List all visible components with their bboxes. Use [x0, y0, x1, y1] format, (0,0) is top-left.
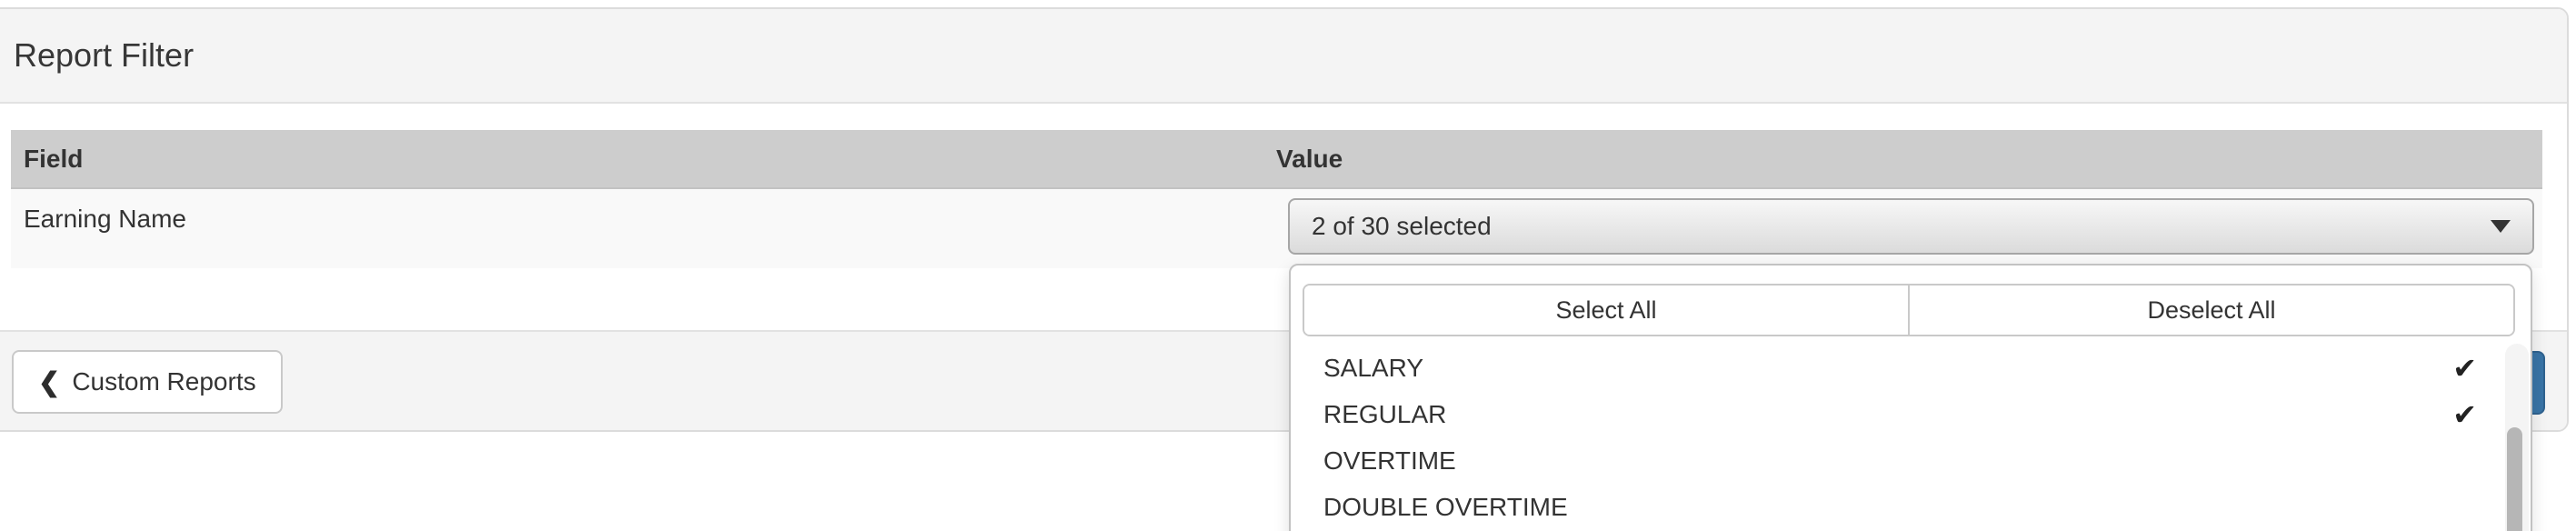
earning-multiselect-dropdown: Select All Deselect All SALARY ✔ REGULAR ✔ O…: [1289, 264, 2532, 531]
earning-multiselect-toggle[interactable]: 2 of 30 selected: [1288, 198, 2534, 255]
option-row[interactable]: DOUBLE OVERTIME: [1291, 484, 2503, 530]
multiselect-selected-summary: 2 of 30 selected: [1312, 212, 1492, 240]
dropdown-scrollbar-thumb[interactable]: [2507, 427, 2522, 531]
select-all-button[interactable]: Select All: [1304, 286, 1910, 335]
caret-down-icon: [2491, 220, 2511, 233]
option-row[interactable]: SALARY ✔: [1291, 345, 2503, 391]
column-header-field: Field: [24, 144, 84, 173]
option-row[interactable]: OVERTIME: [1291, 437, 2503, 484]
select-all-label: Select All: [1555, 296, 1657, 324]
option-label: DOUBLE OVERTIME: [1323, 492, 1568, 521]
option-label: REGULAR: [1323, 399, 1447, 428]
column-header-value: Value: [1276, 144, 1343, 173]
field-name-cell: Earning Name: [24, 205, 186, 233]
chevron-left-icon: ❮: [38, 367, 61, 397]
option-label: SALARY: [1323, 353, 1423, 382]
option-label: OVERTIME: [1323, 446, 1456, 475]
deselect-all-label: Deselect All: [2147, 296, 2276, 324]
custom-reports-button[interactable]: ❮ Custom Reports: [12, 350, 283, 414]
filter-table: Field Value Earning Name: [11, 130, 2542, 268]
check-icon: ✔: [2452, 351, 2477, 385]
panel-heading: Report Filter: [0, 9, 2567, 104]
option-row[interactable]: REGULAR ✔: [1291, 391, 2503, 437]
dropdown-scrollbar-track[interactable]: [2505, 344, 2529, 531]
table-header-row: Field Value: [11, 130, 2542, 189]
deselect-all-button[interactable]: Deselect All: [1910, 286, 2513, 335]
page-title: Report Filter: [14, 36, 195, 74]
custom-reports-button-label: Custom Reports: [72, 367, 256, 396]
option-list: SALARY ✔ REGULAR ✔ OVERTIME DOUBLE OVERTIME: [1291, 345, 2503, 530]
check-icon: ✔: [2452, 397, 2477, 431]
multiselect-bulk-actions: Select All Deselect All: [1303, 284, 2515, 336]
